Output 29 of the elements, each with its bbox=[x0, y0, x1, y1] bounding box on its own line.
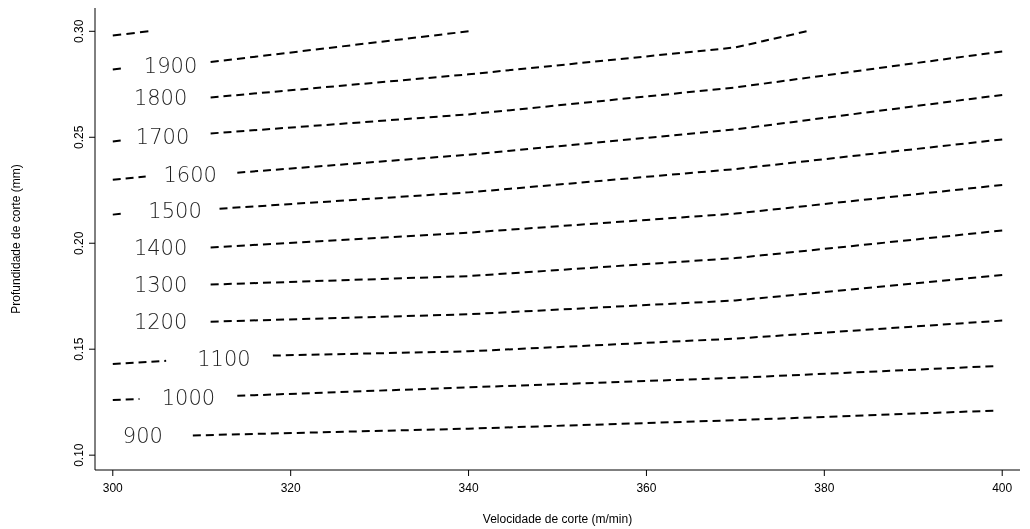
x-tick-label: 380 bbox=[814, 481, 835, 495]
series-label: 1800 bbox=[133, 85, 188, 110]
y-axis-title: Profundidade de corte (mm) bbox=[9, 164, 23, 314]
series-label: 1200 bbox=[133, 310, 188, 334]
x-tick-label: 400 bbox=[992, 481, 1013, 495]
x-axis-title: Velocidade de corte (m/min) bbox=[482, 512, 633, 526]
x-tick-label: 300 bbox=[102, 481, 124, 495]
series-label: 1500 bbox=[148, 199, 202, 224]
y-tick-label: 0.10 bbox=[72, 443, 86, 467]
line-series bbox=[209, 274, 1004, 323]
series-label: 1300 bbox=[133, 272, 188, 297]
series-label: 1600 bbox=[163, 162, 217, 187]
series-label: 1700 bbox=[135, 125, 190, 150]
x-tick-label: 320 bbox=[280, 481, 302, 495]
line-series bbox=[191, 409, 995, 437]
x-tick-label: 340 bbox=[458, 481, 479, 495]
series-label: 900 bbox=[122, 423, 163, 448]
y-tick-label: 0.20 bbox=[72, 231, 86, 255]
y-tick-label: 0.30 bbox=[72, 19, 86, 43]
line-series bbox=[209, 30, 808, 99]
series-label: 1900 bbox=[143, 53, 198, 78]
y-tick-label: 0.15 bbox=[72, 337, 86, 361]
line-series bbox=[209, 183, 1004, 249]
line-series bbox=[209, 229, 1004, 286]
y-tick-label: 0.25 bbox=[72, 125, 86, 149]
x-tick-label: 360 bbox=[636, 481, 657, 495]
series-label: 1400 bbox=[133, 235, 188, 260]
series-label: 1100 bbox=[197, 346, 251, 371]
series-label: 1000 bbox=[161, 385, 216, 410]
